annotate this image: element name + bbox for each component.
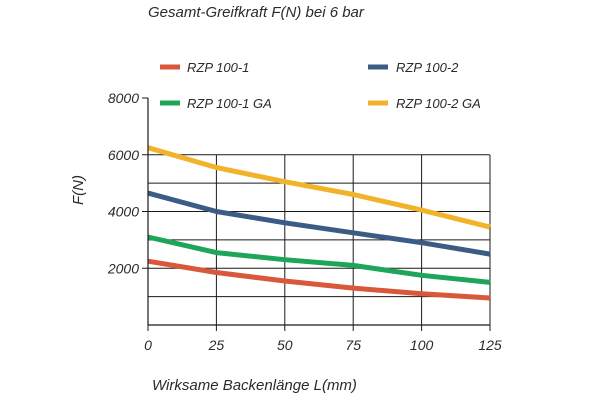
y-tick-label: 6000: [108, 147, 139, 163]
chart-title: Gesamt-Greifkraft F(N) bei 6 bar: [148, 4, 365, 21]
x-tick-label: 25: [208, 337, 225, 353]
legend: RZP 100-1 RZP 100-2 RZP 100-1 GA RZP 100…: [160, 60, 481, 111]
x-tick-label: 100: [410, 337, 434, 353]
y-axis-label: F(N): [70, 175, 87, 205]
legend-label: RZP 100-1: [187, 60, 249, 75]
series-line-4: [147, 145, 491, 230]
legend-item: RZP 100-2: [368, 60, 459, 75]
x-tick-label: 50: [277, 337, 293, 353]
y-tick-label: 4000: [108, 204, 139, 220]
grid: [148, 154, 491, 325]
y-tick-label: 2000: [107, 260, 139, 276]
legend-label: RZP 100-2: [396, 60, 459, 75]
series-line-1: [147, 258, 491, 301]
x-axis-label: Wirksame Backenlänge L(mm): [152, 377, 357, 394]
x-tick-label: 75: [345, 337, 361, 353]
series-line-2: [147, 190, 491, 257]
legend-item: RZP 100-1 GA: [160, 96, 272, 111]
legend-label: RZP 100-2 GA: [396, 96, 481, 111]
plot-lines: [147, 145, 491, 301]
series-line-3: [147, 234, 491, 285]
axes: 2000 4000 6000 8000 0 25 50 75 100 125: [107, 90, 502, 353]
legend-item: RZP 100-1: [160, 60, 249, 75]
legend-item: RZP 100-2 GA: [368, 96, 481, 111]
y-tick-label: 8000: [108, 90, 139, 106]
legend-label: RZP 100-1 GA: [187, 96, 272, 111]
x-tick-label: 125: [478, 337, 502, 353]
x-tick-label: 0: [144, 337, 152, 353]
